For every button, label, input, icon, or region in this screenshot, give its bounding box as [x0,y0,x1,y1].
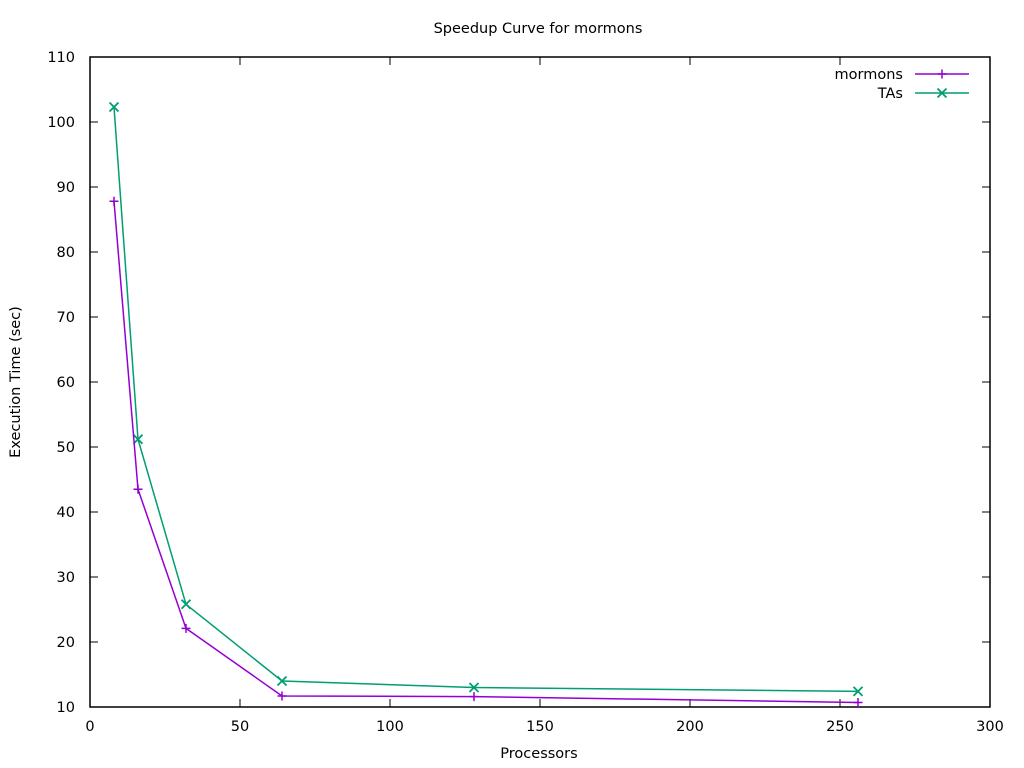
data-point [276,675,288,687]
plot-frame [89,56,991,708]
x-tick-label: 300 [976,719,1004,735]
x-tick-label: 150 [526,719,554,735]
x-tick-label: 0 [85,719,94,735]
x-axis: 0 50 100 150 200 250 300 [85,57,1004,735]
y-tick-label: 20 [57,635,75,651]
series-line [113,106,859,693]
x-tick-label: 50 [231,719,249,735]
x-tick-label: 100 [376,719,404,735]
data-point [109,196,119,206]
x-tick-label: 200 [676,719,704,735]
legend-marker [936,87,948,99]
data-point [468,682,480,693]
x-tick-label: 250 [826,719,854,735]
series-layer [108,101,864,707]
data-point [132,434,144,445]
legend-label: TAs [877,86,903,102]
y-tick-label: 60 [57,375,75,391]
y-tick-label: 50 [57,440,75,456]
data-point [853,697,863,707]
y-tick-label: 40 [57,505,75,521]
data-point [469,692,479,702]
series-mormons [109,196,863,707]
legend-marker [937,69,947,79]
y-tick-label: 70 [57,310,75,326]
data-point [180,599,192,610]
y-tick-label: 90 [57,180,75,196]
y-tick-label: 80 [57,245,75,261]
y-tick-label: 10 [57,700,75,716]
data-point [852,686,864,697]
legend: mormons TAs [835,67,969,102]
data-point [181,623,191,633]
y-axis: 10 20 30 40 50 60 70 80 90 100 110 [47,50,990,716]
y-tick-label: 100 [47,115,75,131]
chart-title: Speedup Curve for mormons [434,21,643,37]
data-point [277,691,287,701]
y-tick-label: 110 [47,50,75,66]
y-tick-label: 30 [57,570,75,586]
x-axis-label: Processors [500,746,577,762]
data-point [108,101,120,113]
data-point [133,484,143,494]
y-axis-label: Execution Time (sec) [8,306,24,458]
series-tas [108,101,864,697]
series-line [113,201,859,704]
legend-label: mormons [835,67,903,83]
